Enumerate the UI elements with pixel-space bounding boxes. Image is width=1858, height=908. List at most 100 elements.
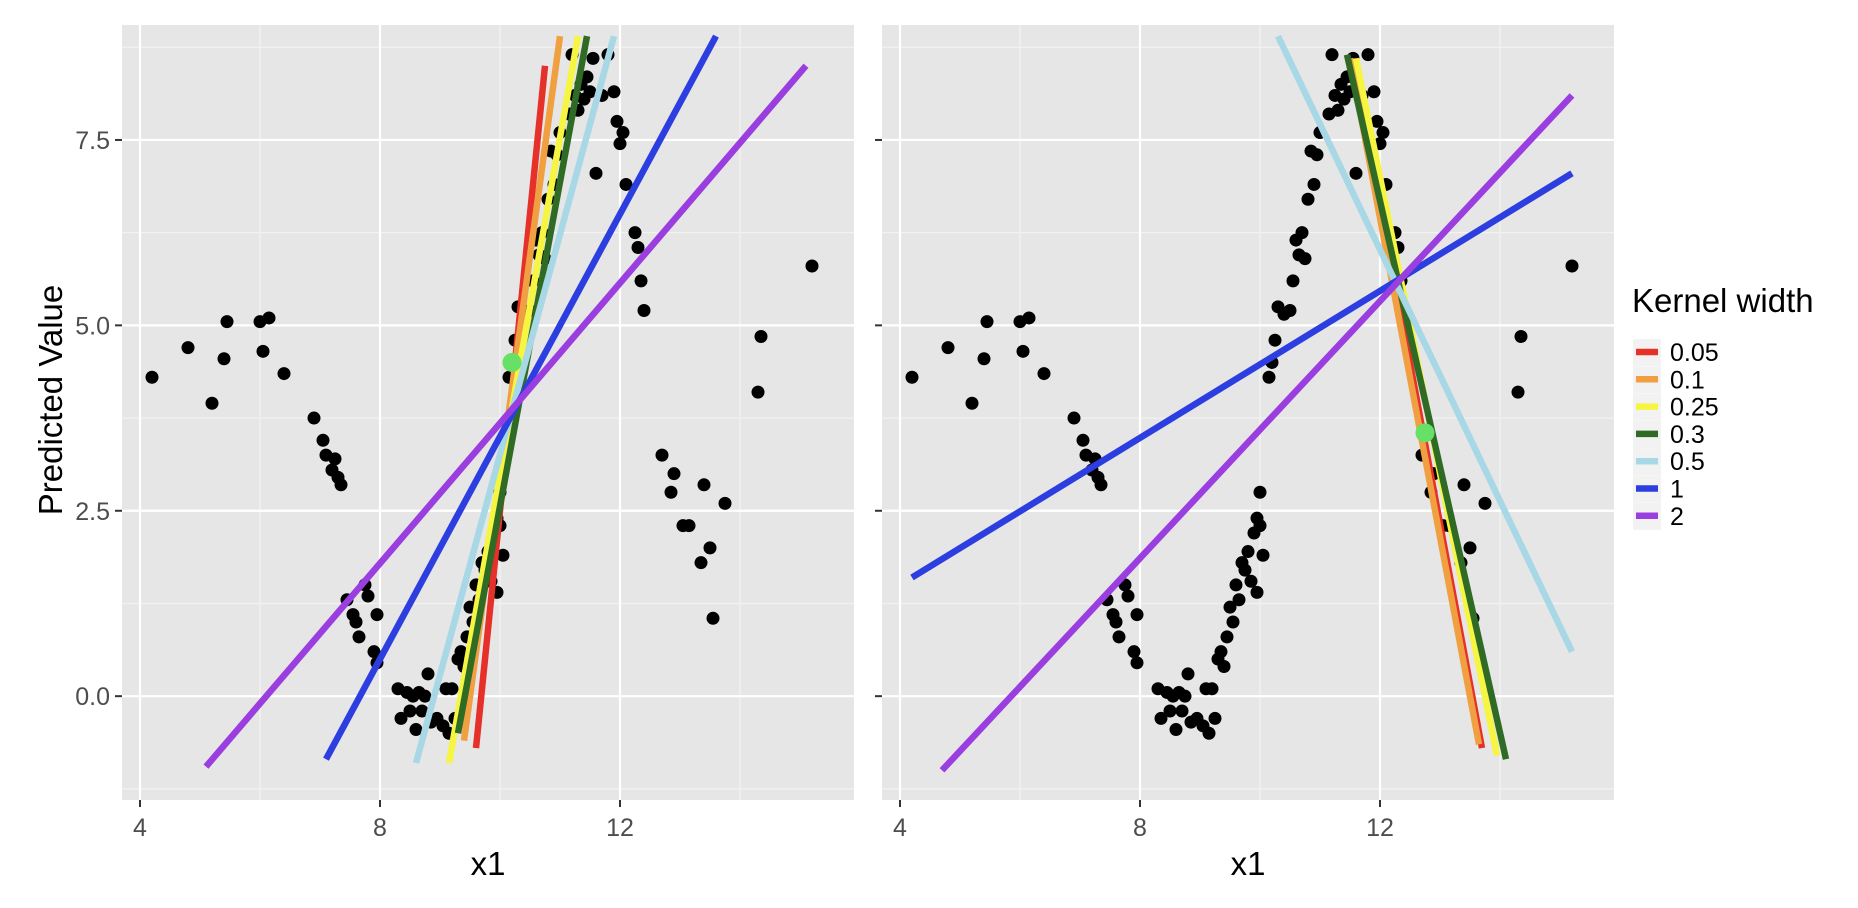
x-tick-label: 8 [1133, 814, 1147, 842]
data-point [394, 711, 408, 725]
data-point [361, 589, 375, 603]
data-point [328, 452, 342, 466]
x-tick-label: 4 [133, 814, 147, 842]
data-point [1238, 563, 1252, 577]
data-point [256, 344, 270, 358]
legend: Kernel width 0.050.10.250.30.512 [1632, 282, 1814, 531]
data-point [1154, 711, 1168, 725]
data-point [1253, 485, 1267, 499]
series-line-0-3 [1343, 53, 1510, 760]
data-point [1112, 630, 1126, 644]
legend-label: 2 [1670, 503, 1684, 531]
data-point [496, 548, 510, 562]
data-point [634, 274, 648, 288]
legend-label: 1 [1670, 476, 1684, 504]
data-point [718, 496, 732, 510]
legend-title: Kernel width [1632, 282, 1814, 319]
data-point [1376, 126, 1390, 140]
data-point [631, 240, 645, 254]
data-point [307, 411, 321, 425]
series-line-2 [939, 93, 1575, 773]
data-point [628, 226, 642, 240]
legend-label: 0.05 [1670, 339, 1719, 367]
left-panel: 4 8 12 0.0 2.5 5.0 7.5 x1 [75, 25, 854, 882]
series-line-2 [203, 63, 809, 769]
x-tick-label: 12 [606, 814, 634, 842]
data-point [1367, 85, 1381, 99]
data-point [1178, 689, 1192, 703]
x-axis-title: x1 [471, 845, 506, 882]
plot-background [882, 25, 1614, 800]
data-point [1478, 496, 1492, 510]
x-tick-label: 8 [373, 814, 387, 842]
data-point [220, 315, 234, 329]
series-line-0-5 [412, 35, 618, 764]
data-point [703, 541, 717, 555]
legend-items: 0.050.10.250.30.512 [1633, 339, 1719, 531]
data-point [1214, 645, 1228, 659]
data-point [586, 51, 600, 65]
data-point [205, 396, 219, 410]
data-point [706, 611, 720, 625]
data-point [1331, 103, 1345, 117]
data-point [1226, 615, 1240, 629]
data-point [1121, 589, 1135, 603]
data-point [754, 329, 768, 343]
data-point [1022, 311, 1036, 325]
data-point [589, 166, 603, 180]
data-point [805, 259, 819, 273]
data-point [409, 723, 423, 737]
data-point [403, 704, 417, 718]
data-point [1067, 411, 1081, 425]
data-point [619, 177, 633, 191]
data-point [415, 704, 429, 718]
data-point [1130, 608, 1144, 622]
data-point [965, 396, 979, 410]
y-tick-label: 0.0 [75, 683, 110, 711]
data-point [1295, 226, 1309, 240]
data-point [1181, 667, 1195, 681]
data-point [145, 370, 159, 384]
data-point [454, 645, 468, 659]
data-point [1298, 252, 1312, 266]
data-point [1457, 478, 1471, 492]
data-point [751, 385, 765, 399]
y-axis-title: Predicted Value [32, 285, 69, 516]
data-point [1361, 48, 1375, 62]
data-point [1256, 548, 1270, 562]
data-point [1286, 274, 1300, 288]
data-point [1232, 593, 1246, 607]
x-tick-label: 12 [1366, 814, 1394, 842]
data-point [349, 615, 363, 629]
data-point [277, 367, 291, 381]
data-point [1175, 704, 1189, 718]
highlight-point [502, 352, 522, 372]
x-tick-label: 4 [893, 814, 907, 842]
data-point [637, 304, 651, 318]
data-point [1268, 333, 1282, 347]
data-point [1325, 48, 1339, 62]
legend-label: 0.25 [1670, 394, 1719, 422]
legend-label: 0.1 [1670, 366, 1705, 394]
data-point [1241, 545, 1255, 559]
data-point [181, 341, 195, 355]
data-point [905, 370, 919, 384]
y-tick-label: 5.0 [75, 312, 110, 340]
data-point [1370, 114, 1384, 128]
y-tick-label: 7.5 [75, 127, 110, 155]
data-point [1307, 177, 1321, 191]
data-point [697, 478, 711, 492]
data-point [217, 352, 231, 366]
right-panel: 4 8 12 x1 [875, 25, 1614, 882]
data-point [1229, 578, 1243, 592]
data-point [262, 311, 276, 325]
data-point [694, 556, 708, 570]
data-point [1565, 259, 1579, 273]
data-point [370, 608, 384, 622]
data-point [1163, 704, 1177, 718]
data-point [334, 478, 348, 492]
data-point [1244, 574, 1258, 588]
data-point [1349, 166, 1363, 180]
data-point [1250, 585, 1264, 599]
